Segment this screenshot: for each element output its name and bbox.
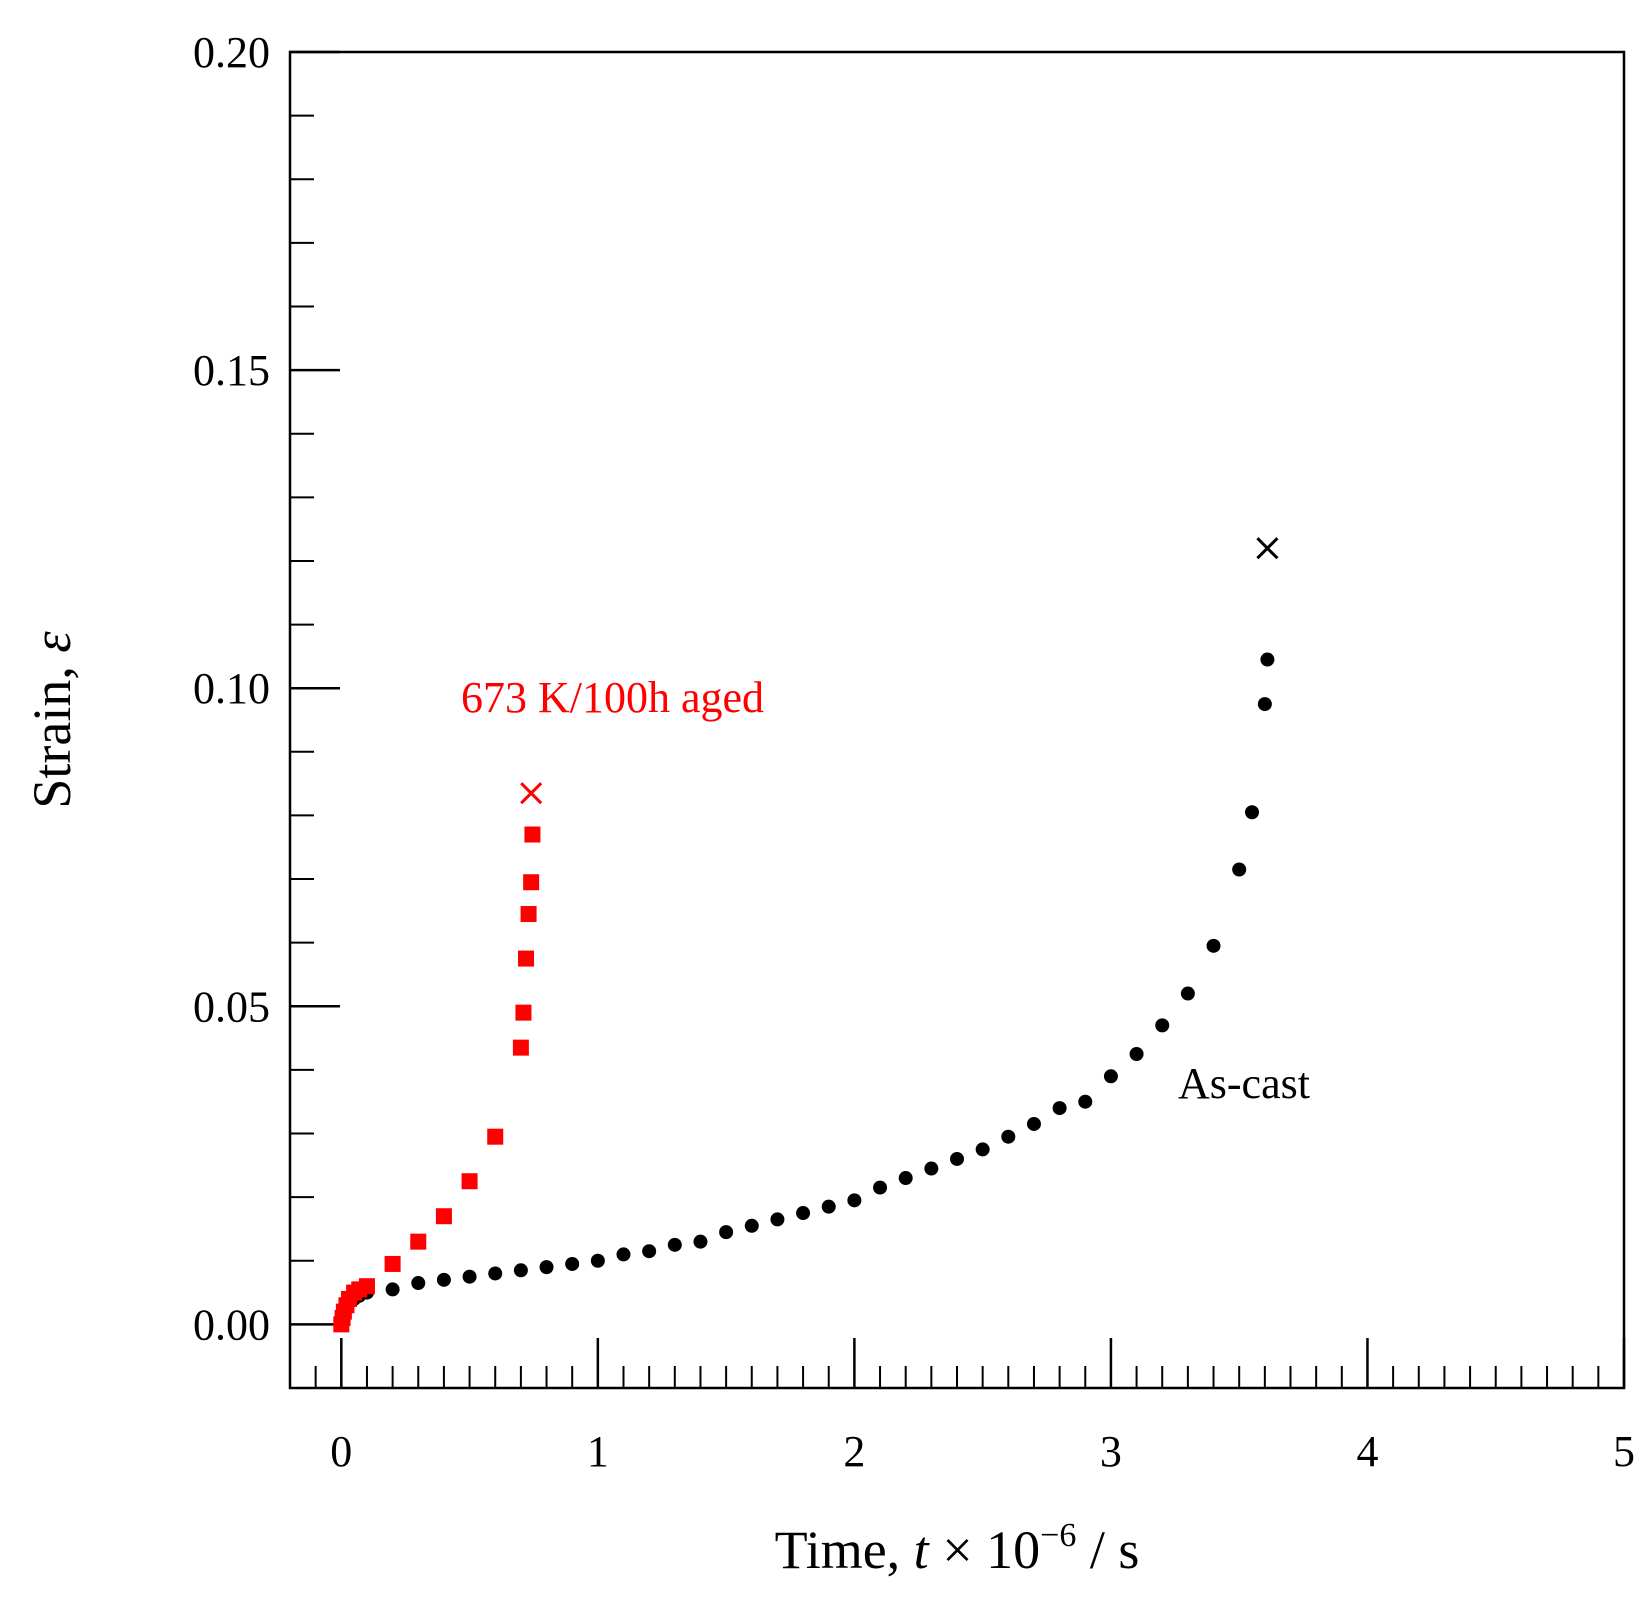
data-point-circle xyxy=(488,1266,503,1281)
x-tick-label: 2 xyxy=(843,1427,865,1476)
data-point-circle xyxy=(950,1151,964,1166)
data-point-circle xyxy=(821,1199,836,1214)
data-point-circle xyxy=(1232,862,1247,877)
data-point-circle xyxy=(693,1234,708,1249)
data-point-square xyxy=(520,906,537,923)
x-axis-title: Time, t × 10−6 / s xyxy=(775,1517,1140,1580)
x-axis: 0 1 2 3 4 5 xyxy=(314,1338,1635,1476)
data-point-circle xyxy=(385,1282,400,1297)
y-tick-label: 0.15 xyxy=(193,346,270,395)
data-series xyxy=(333,537,1279,1333)
x-tick-label: 0 xyxy=(330,1427,352,1476)
data-point-circle xyxy=(1245,805,1260,820)
data-point-circle xyxy=(590,1253,605,1268)
data-point-circle xyxy=(770,1212,785,1227)
data-point-circle xyxy=(462,1269,477,1284)
data-point-circle xyxy=(1180,986,1195,1001)
data-point-circle xyxy=(898,1171,913,1186)
data-point-circle xyxy=(411,1276,426,1291)
y-tick-label: 0.10 xyxy=(193,664,270,713)
data-point-circle xyxy=(616,1247,631,1262)
data-point-square xyxy=(461,1173,478,1190)
series-673-k-100h-aged xyxy=(333,782,543,1333)
data-point-circle xyxy=(667,1237,682,1252)
rupture-cross-stroke xyxy=(1256,537,1279,560)
data-point-square xyxy=(435,1208,452,1225)
data-point-circle xyxy=(1260,652,1275,667)
data-point-circle xyxy=(1078,1094,1093,1109)
data-point-circle xyxy=(436,1272,451,1287)
x-tick-label: 5 xyxy=(1613,1427,1635,1476)
data-point-circle xyxy=(1026,1116,1041,1131)
data-point-circle xyxy=(719,1225,734,1240)
data-point-square xyxy=(523,874,540,891)
data-point-circle xyxy=(924,1161,939,1176)
data-point-square xyxy=(518,950,535,967)
data-point-circle xyxy=(975,1142,990,1157)
y-axis-title: Strain, ε xyxy=(22,631,82,809)
x-tick-label: 1 xyxy=(587,1427,609,1476)
data-point-square xyxy=(358,1278,375,1295)
data-point-circle xyxy=(796,1206,811,1221)
data-point-circle xyxy=(1155,1018,1170,1033)
rupture-marker xyxy=(1256,537,1279,560)
data-point-circle xyxy=(1257,697,1272,712)
rupture-cross-stroke xyxy=(520,782,543,805)
x-tick-label: 4 xyxy=(1356,1427,1378,1476)
data-point-circle xyxy=(847,1193,862,1208)
data-point-circle xyxy=(873,1180,888,1195)
y-tick-label: 0.00 xyxy=(193,1300,270,1349)
series-as-cast xyxy=(334,537,1279,1326)
rupture-marker xyxy=(520,782,543,805)
data-point-circle xyxy=(539,1260,554,1275)
x-tick-label: 3 xyxy=(1100,1427,1122,1476)
data-point-square xyxy=(487,1128,504,1145)
data-point-circle xyxy=(1103,1069,1118,1084)
y-axis: 0.00 0.05 0.10 0.15 0.20 xyxy=(193,28,340,1389)
data-point-circle xyxy=(1129,1047,1144,1061)
data-point-square xyxy=(524,826,541,843)
data-point-circle xyxy=(565,1256,580,1271)
data-point-circle xyxy=(1206,938,1221,953)
data-point-square xyxy=(410,1233,427,1250)
data-point-square xyxy=(384,1255,401,1272)
y-tick-label: 0.05 xyxy=(193,982,270,1031)
data-point-circle xyxy=(513,1263,528,1278)
data-point-circle xyxy=(744,1218,759,1233)
data-point-circle xyxy=(1052,1101,1067,1116)
data-point-square xyxy=(512,1039,529,1056)
data-point-circle xyxy=(1001,1129,1016,1144)
data-point-square xyxy=(515,1004,532,1021)
series-label-as-cast: As-cast xyxy=(1178,1059,1310,1108)
data-point-circle xyxy=(642,1244,657,1259)
y-tick-label: 0.20 xyxy=(193,28,270,77)
series-label-aged: 673 K/100h aged xyxy=(461,673,764,722)
